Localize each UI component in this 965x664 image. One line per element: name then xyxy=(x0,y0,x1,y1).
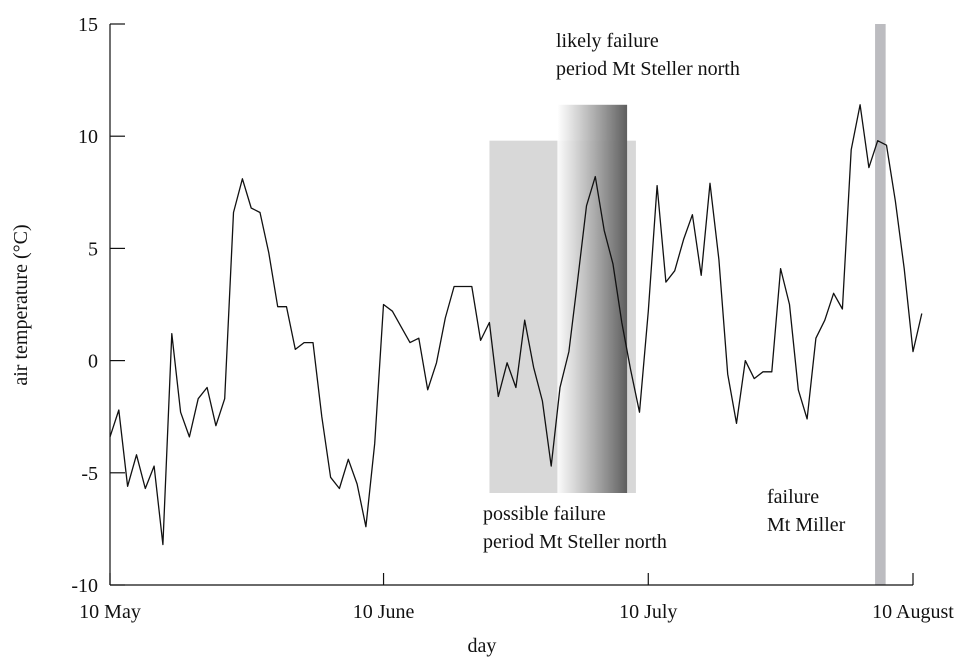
x-tick-label: 10 July xyxy=(619,601,677,623)
x-tick-label: 10 August xyxy=(872,601,954,623)
annotation: possible failure xyxy=(483,503,606,525)
shaded-period xyxy=(875,24,886,585)
annotation: period Mt Steller north xyxy=(556,58,740,80)
y-tick-label: -5 xyxy=(81,463,98,485)
y-tick-label: 10 xyxy=(78,126,98,148)
y-tick-label: 15 xyxy=(78,14,98,36)
x-tick-label: 10 May xyxy=(79,601,141,623)
x-tick-label: 10 June xyxy=(353,601,415,623)
annotation: failure xyxy=(767,486,819,508)
y-axis-label: air temperature (°C) xyxy=(10,224,32,385)
temperature-line xyxy=(109,104,923,546)
y-tick-label: 0 xyxy=(88,351,98,373)
y-tick-label: 5 xyxy=(88,238,98,260)
shaded-period xyxy=(557,104,628,493)
annotation: Mt Miller xyxy=(767,514,846,536)
annotation: period Mt Steller north xyxy=(483,531,667,553)
y-tick-label: -10 xyxy=(71,575,98,597)
x-axis-label: day xyxy=(468,635,497,657)
annotation: likely failure xyxy=(556,30,659,52)
